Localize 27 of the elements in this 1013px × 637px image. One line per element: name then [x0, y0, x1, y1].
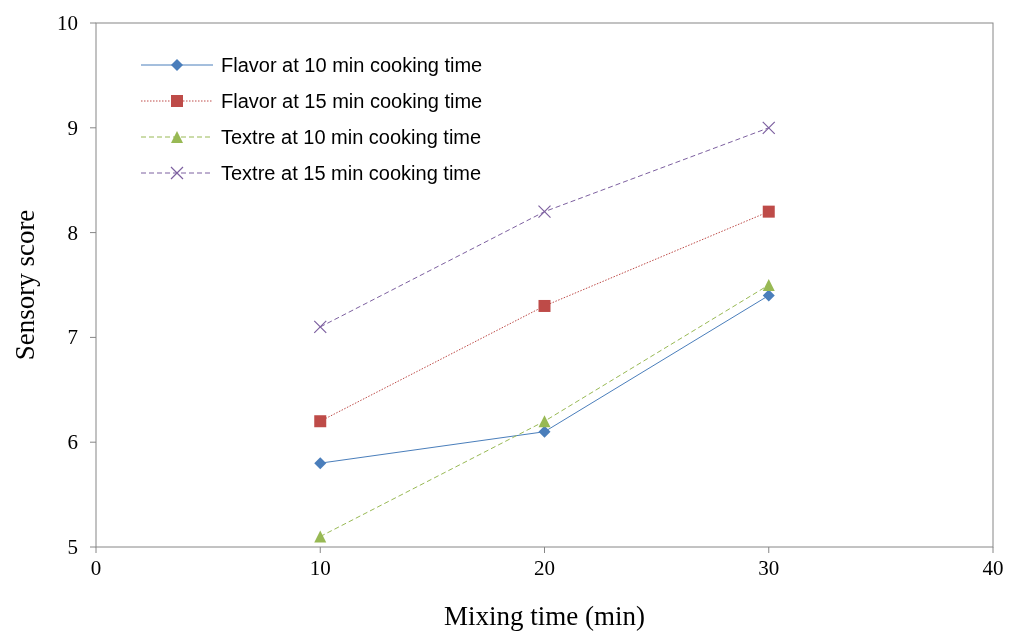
x-axis-title: Mixing time (min) [444, 601, 645, 631]
x-tick-label: 0 [90, 556, 102, 580]
legend-label: Textre at 10 min cooking time [221, 126, 482, 148]
point [538, 299, 551, 312]
y-axis-title: Sensory score [10, 209, 40, 361]
point [314, 530, 327, 543]
point [313, 320, 327, 334]
point [538, 415, 551, 428]
point [762, 279, 775, 291]
point [537, 205, 552, 219]
y-tick-label: 6 [67, 430, 78, 455]
y-tick-label: 10 [57, 11, 78, 35]
x-tick-label: 20 [534, 556, 555, 580]
y-tick-label: 7 [67, 325, 78, 350]
x-tick-label: 40 [982, 556, 1004, 580]
x-tick-label: 10 [309, 556, 331, 580]
legend-label: Flavor at 15 min cooking time [221, 90, 483, 112]
legend-label: Textre at 15 min cooking time [221, 162, 482, 184]
point [762, 121, 776, 135]
y-tick-label: 5 [67, 535, 78, 559]
x-tick-label: 30 [758, 556, 780, 580]
point [314, 457, 327, 470]
legend-label: Flavor at 10 min cooking time [221, 54, 483, 76]
y-tick-label: 9 [67, 115, 78, 140]
point [314, 415, 327, 428]
y-tick-label: 8 [67, 220, 78, 245]
point [762, 205, 775, 218]
